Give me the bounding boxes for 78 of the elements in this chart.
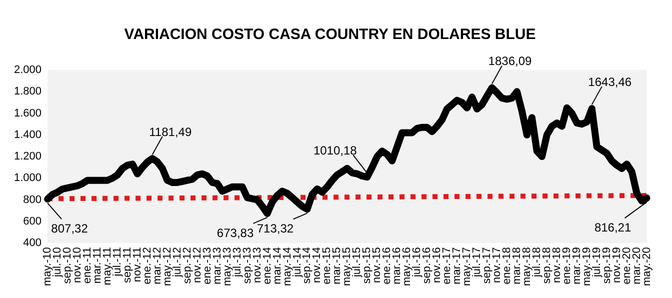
x-tick-label: ene.-19	[560, 247, 573, 284]
x-tick-label: may.-14	[281, 247, 294, 286]
x-tick-label: may.-19	[580, 247, 593, 286]
x-tick-label: may.-16	[401, 247, 414, 286]
x-tick-label: jul.-11	[111, 247, 124, 278]
y-tick-label: 800	[23, 194, 42, 206]
x-tick-label: nov.-16	[431, 247, 444, 283]
x-tick-label: mar.-18	[510, 247, 523, 284]
x-tick-label: ene.-17	[441, 247, 454, 284]
x-tick-label: nov.-14	[311, 247, 324, 283]
x-tick-label: nov.-18	[550, 247, 563, 283]
x-tick-label: may.-13	[221, 247, 234, 286]
x-tick-label: may.-11	[101, 247, 114, 286]
x-tick-label: jul.-17	[471, 247, 484, 278]
x-tick-label: mar.-15	[331, 247, 344, 284]
x-tick-label: ene.-12	[141, 247, 154, 284]
data-label: 816,21	[594, 220, 632, 234]
x-tick-label: mar.-20	[630, 247, 643, 284]
data-label: 807,32	[51, 221, 88, 236]
x-tick-label: sep.-19	[600, 247, 613, 284]
y-tick-label: 1.600	[14, 107, 42, 120]
x-tick-label: mar.-12	[151, 247, 164, 284]
x-tick-label: nov.-12	[191, 247, 204, 283]
x-tick-label: sep.-18	[540, 247, 553, 284]
x-tick-label: nov.-17	[491, 247, 504, 283]
x-tick-label: nov.-13	[251, 247, 264, 283]
x-tick-label: sep.-16	[421, 247, 434, 284]
data-label: 1643,46	[588, 74, 632, 89]
data-label: 1181,49	[149, 124, 192, 139]
x-tick-label: mar.-13	[211, 247, 224, 284]
y-tick-label: 400	[23, 237, 42, 250]
x-tick-label: mar.-16	[391, 247, 404, 284]
x-tick-label: ene.-13	[201, 247, 214, 284]
data-label: 713,32	[256, 222, 294, 236]
x-tick-label: sep.-12	[181, 247, 194, 284]
x-tick-label: nov.-15	[371, 247, 384, 283]
x-tick-label: ene.-16	[381, 247, 394, 284]
x-tick-label: jul.-16	[411, 247, 424, 278]
x-tick-label: may.-17	[461, 247, 474, 286]
x-tick-label: mar.-11	[92, 247, 104, 284]
y-tick-label: 2.000	[14, 64, 42, 76]
data-label: 1010,18	[313, 143, 358, 158]
x-tick-label: ene.-14	[261, 247, 274, 284]
x-tick-label: jul.-15	[351, 247, 364, 278]
x-tick-label: jul.-10	[52, 247, 64, 278]
x-tick-label: jul.-19	[590, 247, 603, 278]
x-tick-label: nov.-11	[131, 247, 144, 282]
x-tick-label: may.-20	[640, 247, 653, 286]
x-tick-label: sep.-10	[62, 247, 74, 284]
y-tick-label: 600	[23, 215, 42, 228]
x-tick-label: may.-18	[520, 247, 533, 286]
x-tick-label: ene.-11	[82, 247, 94, 284]
x-tick-label: mar.-17	[451, 247, 464, 284]
x-tick-label: nov.-10	[72, 247, 84, 283]
x-tick-label: mar.-19	[570, 247, 583, 284]
x-tick-label: mar.-14	[271, 247, 284, 284]
x-tick-label: ene.-20	[620, 247, 633, 284]
x-tick-label: nov.-19	[610, 247, 623, 283]
x-tick-label: sep.-15	[361, 247, 374, 284]
data-label: 673,83	[216, 226, 254, 240]
chart-title: VARIACION COSTO CASA COUNTRY EN DOLARES BLUE	[124, 26, 536, 44]
x-tick-label: may.-15	[341, 247, 354, 286]
y-tick-label: 1.400	[14, 128, 42, 141]
x-tick-label: jul.-13	[231, 247, 244, 278]
x-tick-label: jul.-14	[291, 247, 304, 278]
x-tick-label: sep.-13	[241, 247, 254, 284]
x-tick-label: jul.-12	[171, 247, 184, 278]
data-label: 1836,09	[488, 54, 532, 68]
y-tick-label: 1.800	[14, 86, 42, 98]
x-tick-label: ene.-15	[321, 247, 334, 284]
x-tick-label: ene.-18	[501, 247, 513, 284]
x-tick-label: sep.-17	[481, 247, 494, 284]
y-tick-label: 1.000	[14, 172, 42, 184]
x-tick-label: jul.-18	[530, 247, 543, 278]
x-tick-label: may.-12	[161, 247, 174, 286]
x-tick-label: may.-10	[42, 247, 54, 286]
y-tick-label: 1.200	[14, 150, 42, 163]
x-tick-label: sep.-14	[301, 247, 314, 284]
